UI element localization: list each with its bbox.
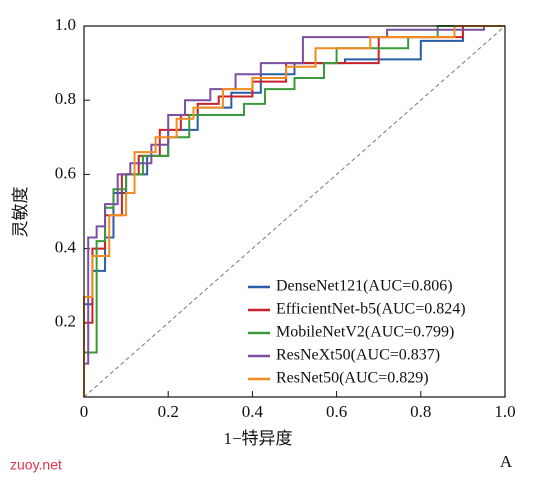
y-tick-label: 0.4 <box>55 238 77 257</box>
legend-label: ResNeXt50(AUC=0.837) <box>276 347 440 364</box>
roc-curve <box>83 25 505 397</box>
x-tick-label: 1.0 <box>494 402 515 421</box>
reference-line <box>83 25 506 398</box>
x-tick-label: 0.6 <box>326 402 347 421</box>
y-tick-label: 1.0 <box>55 15 76 34</box>
legend-label: EfficientNet-b5(AUC=0.824) <box>276 301 466 318</box>
y-tick-label: 0.6 <box>55 163 76 182</box>
roc-curve <box>83 25 505 397</box>
x-tick-label: 0 <box>80 402 89 421</box>
plot-frame <box>83 25 506 398</box>
legend-label: MobileNetV2(AUC=0.799) <box>276 324 454 341</box>
watermark: zuoy.net <box>10 457 62 473</box>
y-axis-label: 灵敏度 <box>11 187 30 238</box>
legend-label: DenseNet121(AUC=0.806) <box>276 278 453 295</box>
panel-label: A <box>500 452 513 471</box>
y-tick-label: 0.8 <box>55 89 76 108</box>
x-tick-label: 0.8 <box>410 402 431 421</box>
x-axis-label: 1−特异度 <box>223 429 292 448</box>
x-tick-label: 0.2 <box>158 402 179 421</box>
x-tick-label: 0.4 <box>242 402 264 421</box>
legend-label: ResNet50(AUC=0.829) <box>276 370 429 387</box>
y-tick-label: 0.2 <box>55 312 76 331</box>
